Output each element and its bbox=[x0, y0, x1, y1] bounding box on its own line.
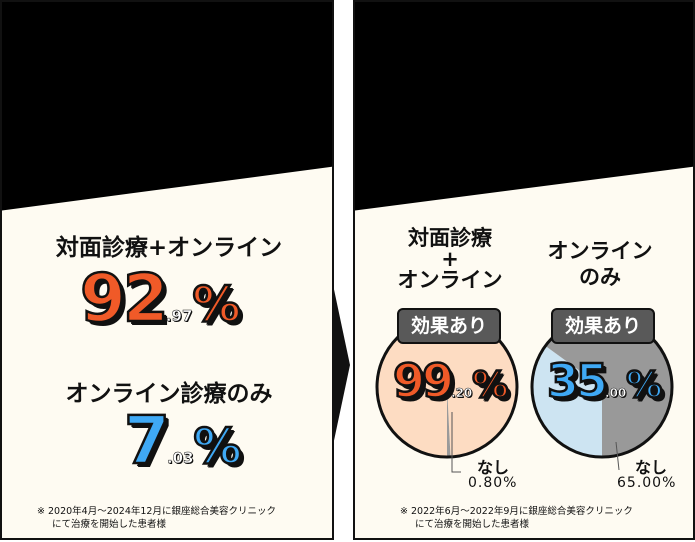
pie1-title: 対面診療 + オンライン bbox=[375, 228, 525, 291]
pie1-value: 99.20% bbox=[392, 353, 510, 410]
stat-combined: 92.97% bbox=[79, 259, 242, 339]
pie1-badge: 効果あり bbox=[397, 308, 501, 344]
pie2-value-unit: % bbox=[625, 364, 664, 408]
stat-combined-int: 92 bbox=[79, 259, 170, 339]
pie2-none-label: なし bbox=[635, 458, 668, 477]
footnote-line2: にて治療を開始した患者様 bbox=[415, 519, 530, 530]
stat-combined-dec: .97 bbox=[165, 307, 193, 326]
footnote-line1: ※ 2022年6月～2022年9月に銀座総合美容クリニック bbox=[400, 506, 633, 517]
pie1-none-value: 0.80% bbox=[468, 475, 518, 491]
pie2-value: 35.00% bbox=[546, 353, 664, 410]
pie1-slice-effective bbox=[376, 317, 517, 458]
pie2-none-value: 65.00% bbox=[617, 475, 677, 491]
pie1-title-line3: オンライン bbox=[397, 268, 503, 292]
pie2-badge: 効果あり bbox=[551, 308, 655, 344]
pie-charts bbox=[375, 315, 674, 473]
pie2-title-line2: のみ bbox=[579, 265, 621, 289]
heading-combined: 対面診療+オンライン bbox=[55, 235, 283, 261]
pie1-value-unit: % bbox=[471, 364, 510, 408]
stat-online-unit: % bbox=[192, 418, 243, 477]
right-panel: 対面診療 + オンライン オンライン のみ 効果あり 効果あり 99.20% 3… bbox=[353, 0, 695, 540]
black-header-shape bbox=[355, 2, 693, 211]
heading-online: オンライン診療のみ bbox=[65, 381, 273, 407]
black-header-shape bbox=[2, 2, 332, 211]
pie1-leader-line bbox=[451, 412, 461, 473]
pie1-title-line2: + bbox=[441, 247, 459, 271]
pie1-none-label: なし bbox=[477, 458, 510, 477]
pie2-title-line1: オンライン bbox=[547, 239, 653, 263]
pie2-slice-effective bbox=[532, 345, 602, 457]
pie1-slice-none bbox=[447, 387, 451, 457]
stat-online: 7.03% bbox=[123, 401, 243, 481]
footnote-line2: にて治療を開始した患者様 bbox=[52, 519, 167, 530]
pie1-title-line1: 対面診療 bbox=[408, 226, 492, 250]
stat-online-dec: .03 bbox=[166, 449, 194, 468]
pie2-slice-none bbox=[545, 317, 672, 457]
stat-combined-unit: % bbox=[191, 276, 242, 335]
pie1-value-int: 99 bbox=[392, 353, 456, 410]
left-panel: 対面診療+オンライン 92.97% オンライン診療のみ 7.03% ※ 2020… bbox=[0, 0, 334, 540]
pie2-value-int: 35 bbox=[546, 353, 610, 410]
pie2-chart bbox=[530, 315, 674, 459]
stat-online-int: 7 bbox=[123, 401, 171, 481]
pie2-value-dec: .00 bbox=[605, 386, 627, 401]
pie2-leader-line bbox=[615, 441, 620, 471]
pie2-title: オンライン のみ bbox=[525, 238, 675, 290]
pie1-value-dec: .20 bbox=[451, 386, 473, 401]
footnote-line1: ※ 2020年4月～2024年12月に銀座総合美容クリニック bbox=[37, 506, 276, 517]
arrow-right-icon bbox=[332, 280, 350, 450]
